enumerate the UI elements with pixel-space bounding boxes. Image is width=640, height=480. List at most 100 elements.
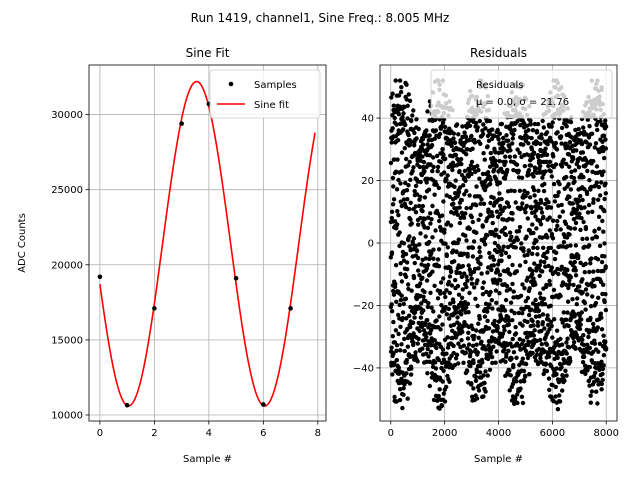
residual-point	[397, 302, 402, 308]
residual-point	[398, 271, 403, 277]
residual-point	[592, 283, 597, 289]
residual-point	[405, 267, 410, 272]
residual-point	[530, 128, 536, 133]
residual-point	[405, 116, 410, 121]
residual-point	[497, 131, 502, 136]
residual-point	[542, 251, 547, 257]
residual-point	[424, 278, 430, 283]
residual-point	[438, 327, 443, 332]
residual-point	[527, 195, 533, 200]
residual-point	[557, 182, 562, 187]
residual-point	[600, 148, 606, 154]
residual-point	[474, 184, 479, 189]
residual-point	[544, 159, 549, 164]
residual-point	[541, 125, 546, 130]
residual-point	[521, 121, 527, 126]
residual-point	[459, 274, 465, 279]
residual-point	[403, 274, 409, 279]
residual-point	[549, 174, 554, 179]
residual-point	[546, 200, 551, 205]
residual-point	[407, 159, 412, 165]
residual-point	[490, 127, 495, 132]
residual-point	[506, 254, 512, 259]
residual-point	[398, 348, 403, 353]
residual-point	[573, 211, 579, 216]
residual-point	[410, 168, 415, 174]
residual-point	[604, 346, 609, 351]
residual-point	[520, 201, 525, 206]
residual-point	[487, 302, 492, 307]
residual-point	[452, 184, 457, 189]
residual-point	[603, 307, 609, 313]
residual-point	[595, 127, 600, 133]
residuals-ticks: 0 2000 4000 6000 8000 −40 −20 0 20 40	[353, 114, 619, 439]
residual-point	[571, 340, 577, 345]
residual-point	[506, 138, 511, 143]
residual-point	[513, 395, 518, 401]
residual-point	[494, 209, 500, 214]
residual-point	[425, 142, 430, 147]
residual-point	[526, 141, 531, 146]
residual-point	[582, 270, 587, 275]
residual-point	[502, 328, 507, 333]
residual-point	[420, 137, 426, 142]
residual-point	[510, 262, 515, 268]
residual-point	[566, 182, 571, 187]
residual-point	[456, 361, 461, 366]
residual-point	[432, 283, 437, 288]
residual-point	[503, 318, 508, 323]
residual-point	[483, 347, 488, 352]
residual-point	[447, 290, 452, 296]
residual-point	[559, 264, 564, 269]
residual-point	[565, 310, 570, 315]
residual-point	[596, 214, 602, 219]
residual-point	[513, 331, 519, 336]
x-tick-label: 4000	[486, 428, 511, 439]
residual-point	[492, 240, 498, 246]
residual-point	[476, 321, 481, 326]
residual-point	[549, 124, 554, 129]
residual-point	[465, 301, 471, 306]
residual-point	[555, 266, 560, 272]
residual-point	[498, 278, 503, 283]
residual-point	[484, 289, 489, 295]
figure-title: Run 1419, channel1, Sine Freq.: 8.005 MH…	[191, 11, 450, 25]
residual-point	[510, 136, 515, 141]
residual-point	[564, 235, 570, 240]
residual-point	[421, 328, 427, 333]
residual-point	[471, 386, 476, 391]
residual-point	[512, 188, 517, 194]
residual-point	[400, 249, 406, 255]
residuals-x-axis-label: Sample #	[474, 454, 523, 465]
residual-point	[525, 135, 531, 140]
residual-point	[525, 319, 530, 325]
residual-point	[474, 128, 480, 133]
residual-point	[534, 238, 539, 244]
residual-point	[439, 403, 444, 409]
residual-point	[457, 220, 463, 226]
residual-point	[416, 336, 421, 342]
residual-point	[535, 323, 541, 328]
residual-point	[555, 407, 561, 412]
residual-point	[483, 369, 488, 374]
sample-point	[97, 274, 103, 280]
sample-point	[233, 275, 239, 281]
residual-point	[396, 93, 402, 98]
residual-point	[600, 377, 605, 383]
residual-point	[404, 260, 410, 265]
residual-point	[459, 338, 464, 343]
residual-point	[476, 388, 482, 393]
residual-point	[454, 249, 459, 255]
residual-point	[555, 355, 560, 360]
residual-point	[388, 160, 394, 166]
residual-point	[537, 170, 542, 175]
residual-point	[580, 360, 586, 365]
residual-point	[469, 276, 474, 281]
residual-point	[474, 203, 479, 208]
residual-point	[409, 366, 414, 371]
residual-point	[454, 122, 460, 127]
residual-point	[541, 371, 546, 377]
residual-point	[521, 368, 527, 374]
residual-point	[548, 303, 553, 308]
residual-point	[441, 391, 446, 396]
